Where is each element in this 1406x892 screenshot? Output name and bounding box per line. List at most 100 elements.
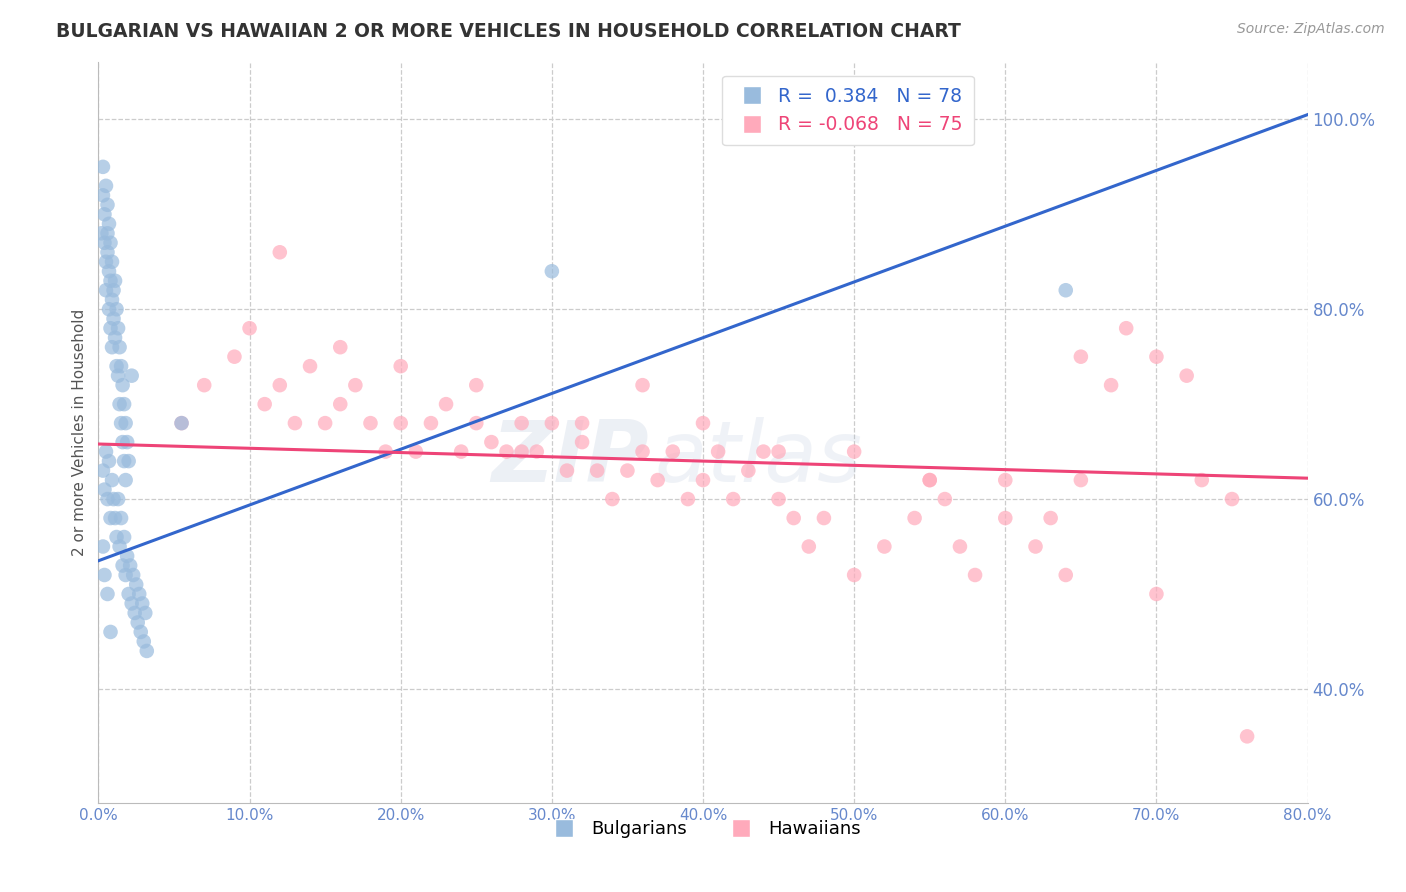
Point [374,444,396,458]
Point [1099,378,1122,392]
Point [91,188,114,202]
Point [101,340,124,354]
Point [510,416,533,430]
Point [103,311,125,326]
Point [314,416,336,430]
Point [540,264,562,278]
Point [107,368,129,383]
Point [661,444,683,458]
Point [813,511,835,525]
Point [904,511,927,525]
Point [170,416,193,430]
Point [110,416,132,430]
Point [434,397,457,411]
Point [1144,587,1167,601]
Point [495,444,517,458]
Point [103,491,125,506]
Point [96,245,118,260]
Point [98,302,121,317]
Point [768,491,790,506]
Point [994,473,1017,487]
Point [131,597,153,611]
Point [94,254,117,268]
Point [329,397,352,411]
Point [90,227,112,241]
Point [101,293,124,307]
Point [1175,368,1198,383]
Text: ZIP: ZIP [491,417,648,500]
Point [91,540,114,554]
Point [104,274,127,288]
Point [783,511,806,525]
Point [465,378,488,392]
Point [132,634,155,648]
Point [94,444,117,458]
Point [96,227,118,241]
Point [1144,350,1167,364]
Point [111,558,134,573]
Point [360,416,382,430]
Point [110,359,132,374]
Point [96,491,118,506]
Point [389,416,412,430]
Point [170,416,193,430]
Point [692,416,714,430]
Point [104,331,127,345]
Point [1220,491,1243,506]
Point [1115,321,1137,335]
Point [128,587,150,601]
Point [602,491,624,506]
Point [616,464,638,478]
Point [100,624,122,639]
Point [949,540,972,554]
Point [1070,350,1092,364]
Point [118,587,141,601]
Point [121,368,143,383]
Point [1191,473,1213,487]
Point [96,198,118,212]
Point [122,568,145,582]
Point [555,464,578,478]
Point [103,283,125,297]
Point [571,435,593,450]
Point [1054,283,1077,297]
Point [1039,511,1062,525]
Point [100,235,122,250]
Point [98,264,121,278]
Point [93,483,115,497]
Point [100,274,122,288]
Point [918,473,941,487]
Point [112,530,135,544]
Point [647,473,669,487]
Point [115,549,138,563]
Point [723,491,745,506]
Point [253,397,276,411]
Point [224,350,246,364]
Point [93,207,115,221]
Point [105,530,128,544]
Point [965,568,987,582]
Point [768,444,790,458]
Point [873,540,896,554]
Point [934,491,956,506]
Point [98,454,121,468]
Point [510,444,533,458]
Point [114,473,136,487]
Point [134,606,156,620]
Point [118,454,141,468]
Point [91,160,114,174]
Point [737,464,759,478]
Point [571,416,593,430]
Point [114,568,136,582]
Point [631,444,654,458]
Point [844,568,866,582]
Point [112,454,135,468]
Point [844,444,866,458]
Point [105,359,128,374]
Point [96,587,118,601]
Point [111,378,134,392]
Point [135,644,157,658]
Point [918,473,941,487]
Point [193,378,215,392]
Point [269,378,291,392]
